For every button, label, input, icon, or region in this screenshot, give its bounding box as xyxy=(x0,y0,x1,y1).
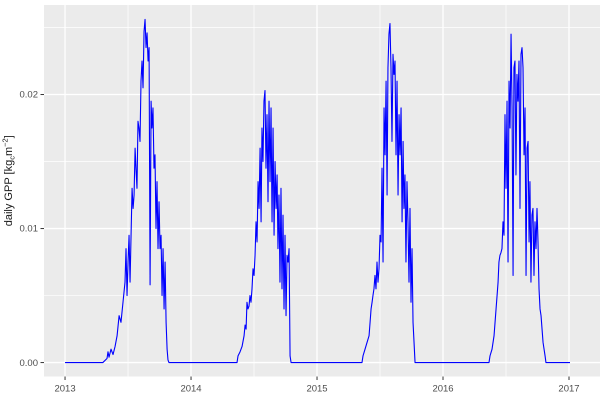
y-axis-title-part: m xyxy=(3,147,15,156)
y-axis-title-part: daily GPP [kg xyxy=(3,160,15,226)
y-axis-tick-label: 0.01 xyxy=(20,224,39,235)
x-axis-tick-label: 2016 xyxy=(432,384,453,395)
y-axis-title-part: c xyxy=(8,156,17,160)
gpp-series-line xyxy=(65,18,571,364)
plot-panel xyxy=(44,5,600,377)
y-axis-title-part: −2 xyxy=(1,138,10,147)
x-axis-tick-label: 2017 xyxy=(558,384,579,395)
y-axis-title-part: ] xyxy=(3,135,15,138)
y-axis-tick-label: 0.00 xyxy=(20,358,39,369)
y-axis-title: daily GPP [kgcm−2] xyxy=(1,135,17,226)
x-axis-tick-label: 2015 xyxy=(306,384,327,395)
y-axis-tick-label: 0.02 xyxy=(20,90,39,101)
x-axis-tick-label: 2013 xyxy=(54,384,75,395)
x-axis-tick-label: 2014 xyxy=(180,384,201,395)
